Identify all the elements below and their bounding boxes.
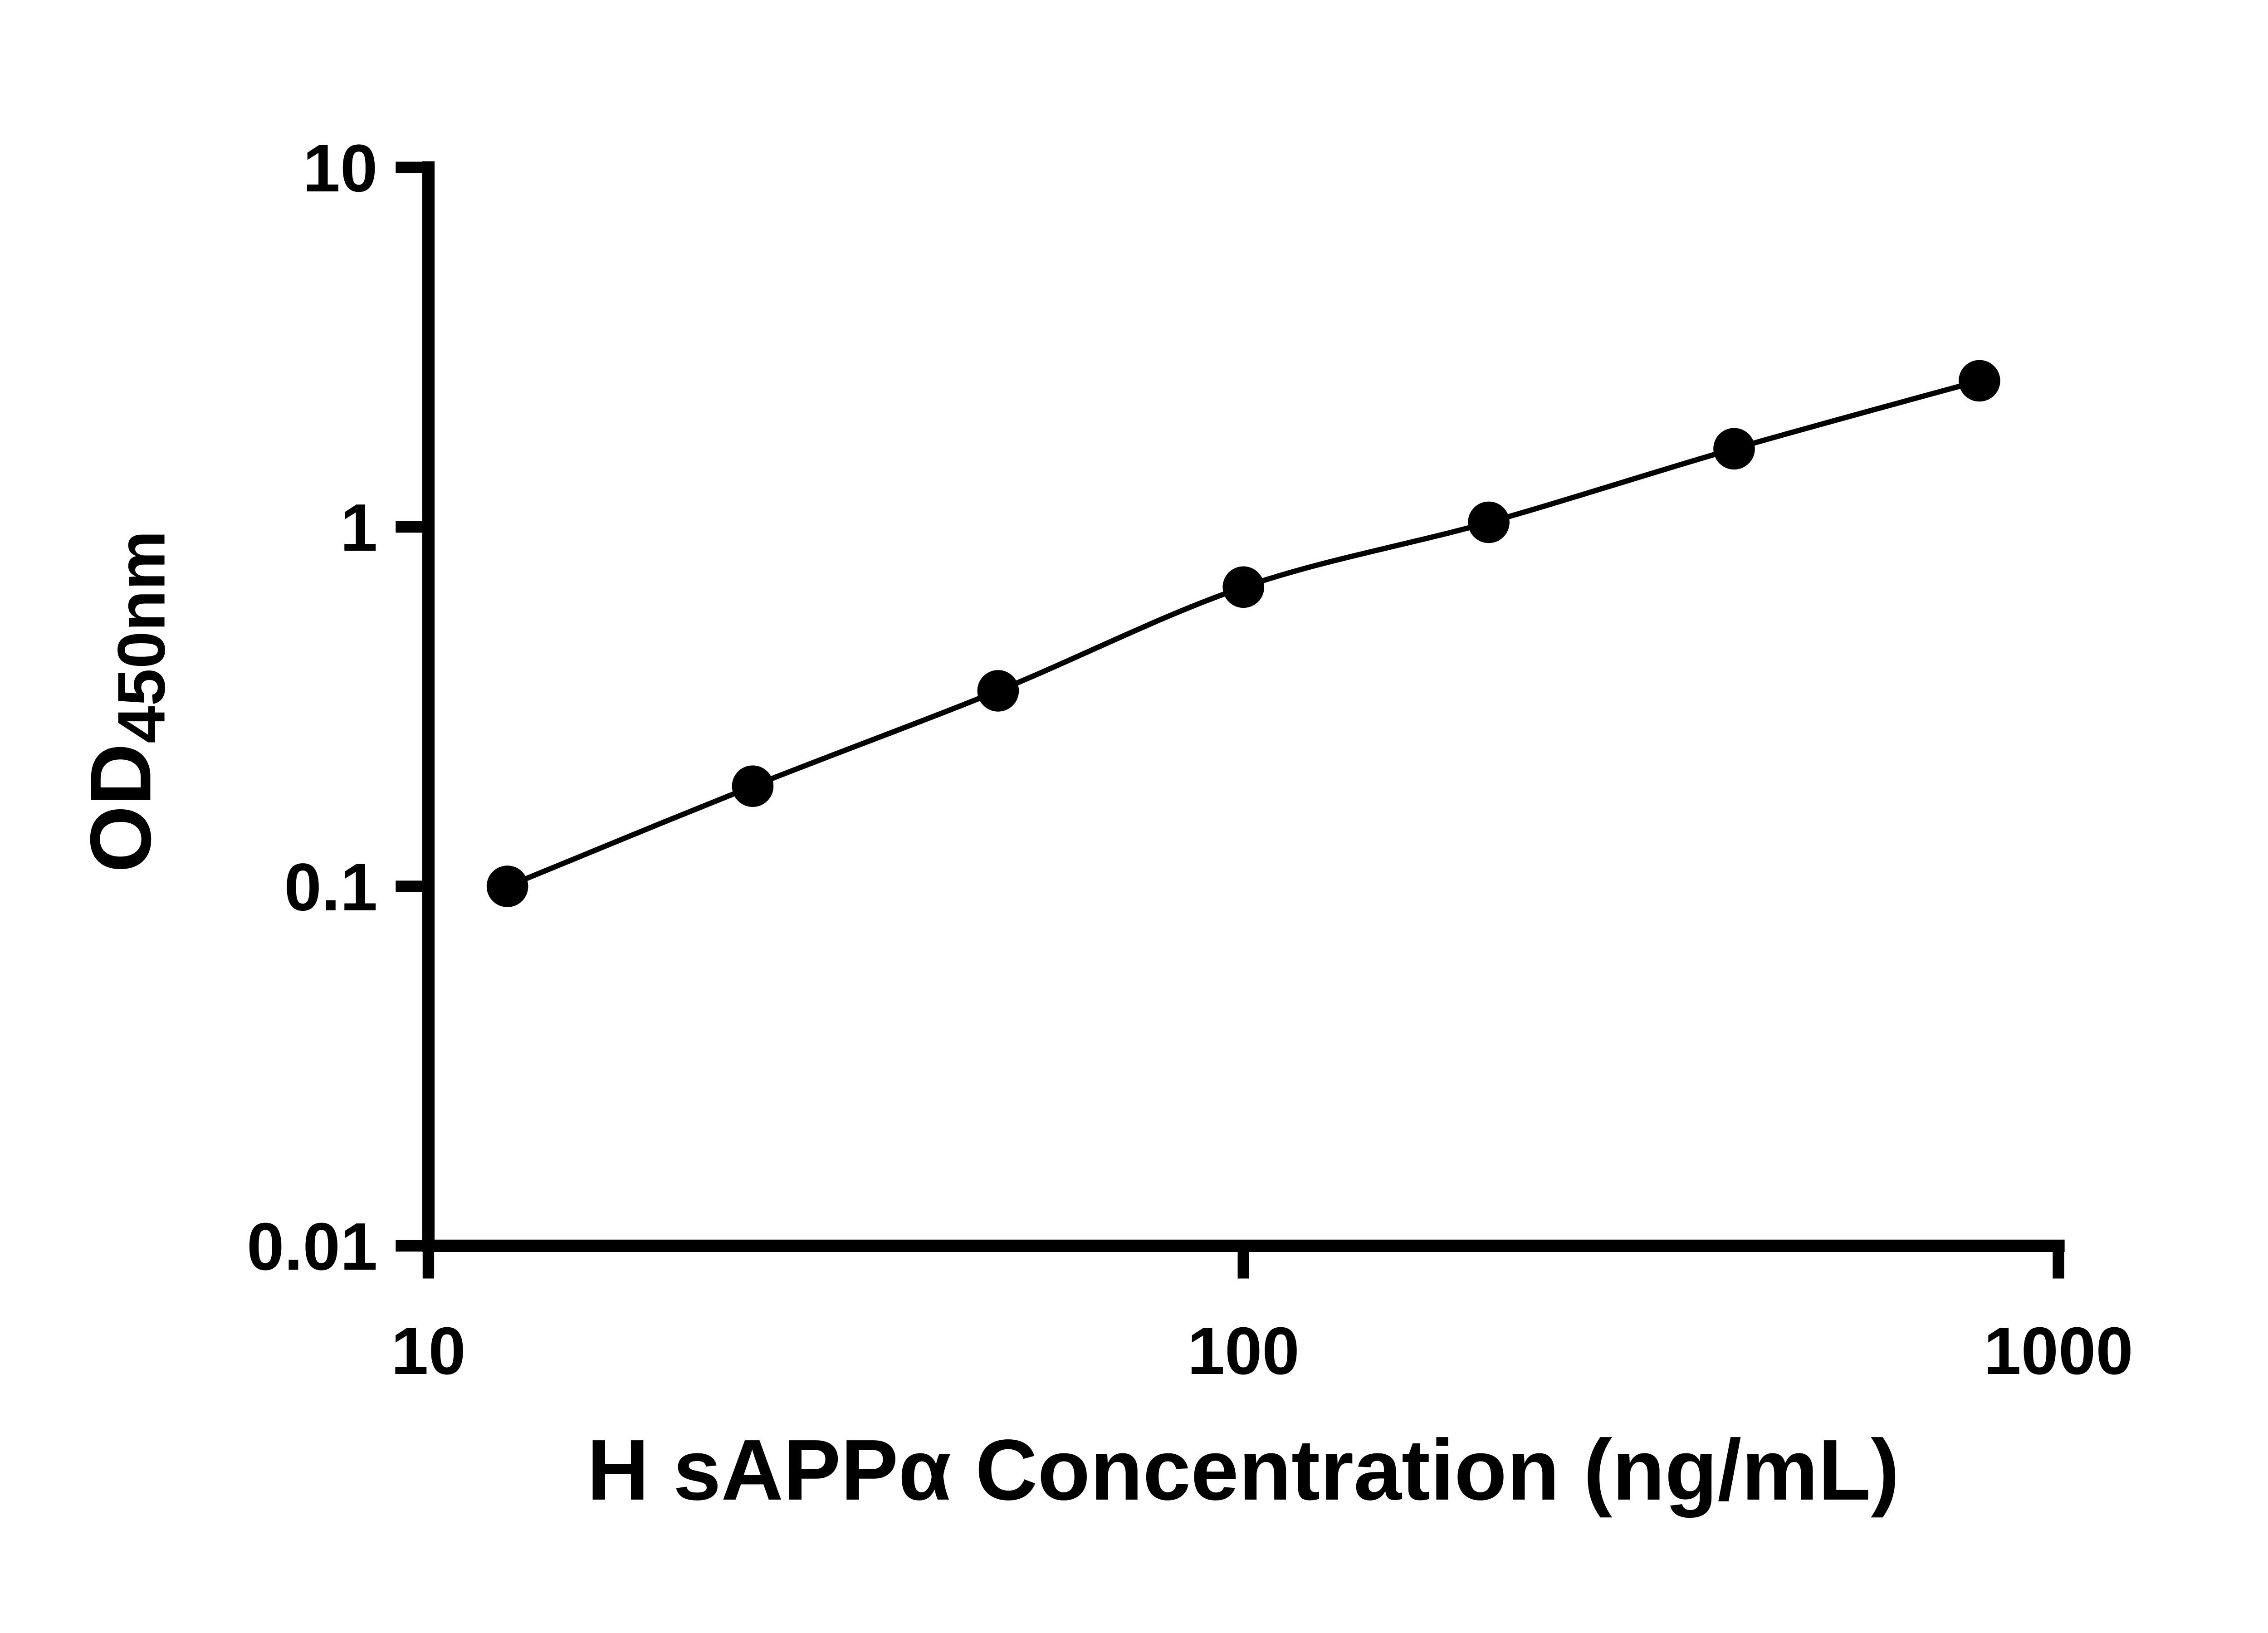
x-axis-title: H sAPPα Concentration (ng/mL) (587, 1422, 1900, 1518)
y-tick-label: 0.1 (284, 850, 377, 925)
data-point-marker (977, 670, 1019, 712)
data-point-marker (1468, 501, 1510, 543)
x-tick-label: 100 (1188, 1314, 1300, 1389)
data-point-marker (1959, 360, 2000, 402)
y-tick-label: 1 (340, 490, 377, 565)
y-axis-title-sub: 450nm (104, 530, 179, 743)
data-point-marker (1222, 566, 1265, 608)
chart-plot-area: 10 100 1000 10 1 0.1 0.01 (247, 131, 2133, 1389)
y-axis-title: OD450nm (73, 530, 179, 872)
data-point-marker (732, 765, 774, 807)
y-tick-label: 0.01 (247, 1209, 377, 1284)
y-axis-title-main: OD (73, 743, 169, 873)
data-point-marker (486, 865, 528, 907)
y-tick-label: 10 (303, 131, 378, 206)
x-tick-label: 10 (391, 1314, 466, 1389)
x-tick-label: 1000 (1984, 1314, 2133, 1389)
data-point-marker (1713, 428, 1755, 470)
fit-curve (506, 378, 1980, 889)
